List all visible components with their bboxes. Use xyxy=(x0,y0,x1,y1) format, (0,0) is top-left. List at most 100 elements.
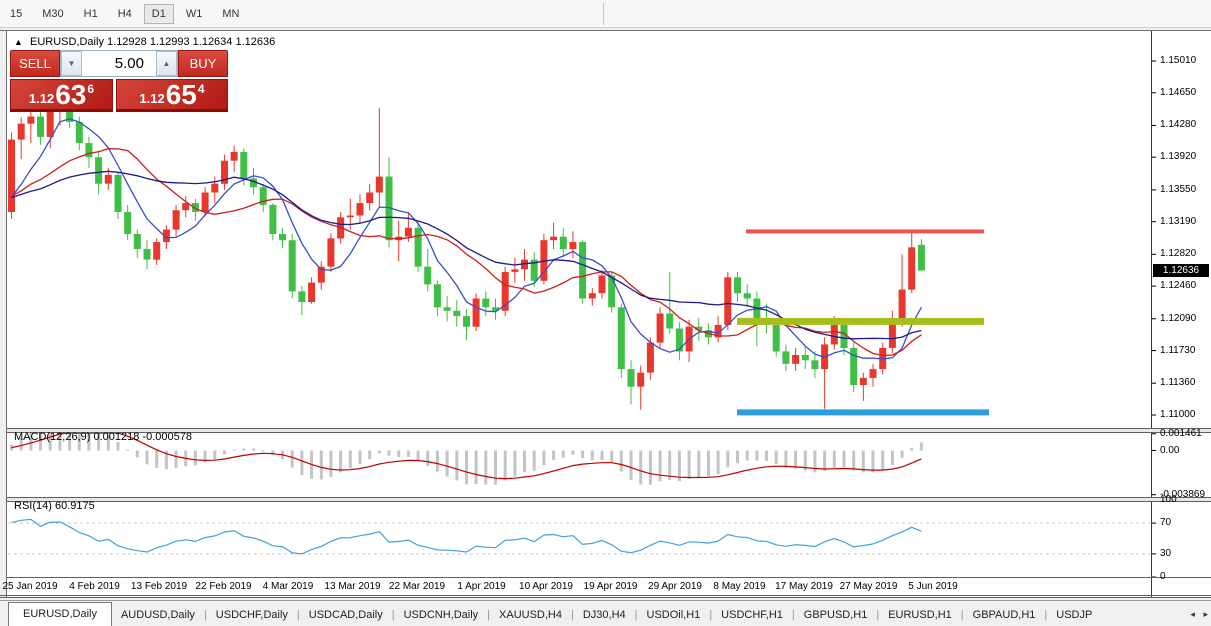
macd-histogram-bar xyxy=(271,450,275,455)
macd-histogram-bar xyxy=(697,450,701,478)
candle-up xyxy=(404,227,412,237)
date-axis-label: 29 Apr 2019 xyxy=(648,581,702,592)
macd-histogram-bar xyxy=(900,450,904,458)
chart-tab-usdoil-h1[interactable]: USDOil,H1 xyxy=(646,609,701,621)
macd-histogram-bar xyxy=(339,450,343,473)
candle-up xyxy=(153,242,161,260)
candle-up xyxy=(230,151,238,161)
buy-button[interactable]: BUY xyxy=(178,50,228,77)
macd-histogram-bar xyxy=(223,450,226,455)
volume-input[interactable]: 5.00 xyxy=(114,55,144,72)
tab-scroll-left-icon[interactable]: ◂ xyxy=(1190,609,1195,619)
chart-tab-audusd-daily[interactable]: AUDUSD,Daily xyxy=(120,609,195,621)
macd-axis-label: 0.001461 xyxy=(1160,427,1202,439)
window-bottom-border xyxy=(0,595,1211,598)
chart-tab-eurusd-h1[interactable]: EURUSD,H1 xyxy=(888,609,952,621)
tab-divider: | xyxy=(960,609,964,621)
candle-down xyxy=(453,310,461,317)
date-axis-label: 22 Mar 2019 xyxy=(388,581,446,592)
chart-tab-usdchf-daily[interactable]: USDCHF,Daily xyxy=(215,609,288,621)
price-axis-line xyxy=(1151,31,1152,597)
candle-up xyxy=(869,369,877,378)
date-axis-label: 27 May 2019 xyxy=(839,581,898,592)
macd-histogram-bar xyxy=(387,450,391,456)
timeframe-button-h4[interactable]: H4 xyxy=(117,7,132,20)
chart-tab-eurusd-daily[interactable]: EURUSD,Daily xyxy=(8,602,112,626)
tab-divider: | xyxy=(391,609,395,621)
moving-average-line xyxy=(11,170,922,340)
macd-histogram-bar xyxy=(687,450,691,479)
candle-up xyxy=(569,242,577,250)
macd-histogram-bar xyxy=(736,450,739,464)
chart-tab-usdchf-h1[interactable]: USDCHF,H1 xyxy=(721,609,783,621)
candle-down xyxy=(75,121,83,144)
chart-tab-usdjp[interactable]: USDJP xyxy=(1056,609,1093,621)
macd-histogram-bar xyxy=(368,450,372,459)
date-axis-label: 13 Mar 2019 xyxy=(324,581,381,592)
moving-average-line xyxy=(10,118,922,360)
date-axis-label: 25 Jan 2019 xyxy=(2,581,58,592)
candle-down xyxy=(492,307,499,311)
candle-down xyxy=(772,325,780,352)
macd-histogram-bar xyxy=(348,450,352,469)
candle-down xyxy=(385,176,393,241)
horizontal-level-line xyxy=(737,317,984,325)
timeframe-button-d1[interactable]: D1 xyxy=(143,3,174,24)
sell-button[interactable]: SELL xyxy=(10,50,60,77)
horizontal-level-line xyxy=(737,409,989,416)
candle-up xyxy=(501,272,509,311)
volume-increase-button[interactable]: ▲ xyxy=(156,51,177,76)
candle-up xyxy=(550,236,558,241)
macd-histogram-bar xyxy=(513,450,517,477)
buy-price-display[interactable]: 1.12 65 4 xyxy=(116,79,228,112)
candle-down xyxy=(414,227,422,267)
chart-tab-usdcad-daily[interactable]: USDCAD,Daily xyxy=(308,609,383,621)
timeframe-button-15[interactable]: 15 xyxy=(10,7,23,20)
candle-down xyxy=(279,234,286,241)
candle-up xyxy=(172,210,180,230)
buy-price-prefix: 1.12 xyxy=(139,91,165,106)
macd-axis-label: -0.003869 xyxy=(1160,488,1206,500)
macd-histogram-bar xyxy=(203,450,207,463)
macd-label: MACD(12,26,9) 0.001218 -0.000578 xyxy=(14,431,192,443)
chart-tab-xauusd-h4[interactable]: XAUUSD,H4 xyxy=(499,609,562,621)
macd-histogram-bar xyxy=(648,450,652,485)
collapse-triangle-icon[interactable]: ▲ xyxy=(14,37,23,47)
candle-down xyxy=(95,157,103,184)
timeframe-button-m30[interactable]: M30 xyxy=(42,7,64,20)
chart-tab-usdcnh-daily[interactable]: USDCNH,Daily xyxy=(403,609,479,621)
candle-down xyxy=(66,106,74,122)
one-click-trade-panel: SELL ▼ 5.00 ▲ BUY 1.12 63 6 1.12 65 4 xyxy=(10,50,228,112)
date-axis-label: 4 Feb 2019 xyxy=(69,581,120,592)
timeframe-button-mn[interactable]: MN xyxy=(222,7,240,20)
main-macd-splitter[interactable] xyxy=(7,428,1211,433)
rsi-axis-label: 100 xyxy=(1160,494,1177,505)
macd-histogram-bar xyxy=(600,450,604,460)
candle-up xyxy=(308,282,316,302)
chart-tab-gbpaud-h1[interactable]: GBPAUD,H1 xyxy=(972,609,1036,621)
date-axis-label: 22 Feb 2019 xyxy=(195,581,252,592)
macd-histogram-bar xyxy=(503,450,507,481)
buy-price-pipette: 4 xyxy=(197,82,205,96)
candle-up xyxy=(366,192,374,204)
current-price-tag: 1.12636 xyxy=(1153,264,1209,278)
macd-histogram-bar xyxy=(77,433,81,451)
candle-up xyxy=(830,325,838,345)
chart-tab-gbpusd-h1[interactable]: GBPUSD,H1 xyxy=(803,609,868,621)
candle-down xyxy=(666,313,674,329)
tab-scroll-right-icon[interactable]: ▸ xyxy=(1203,609,1208,619)
timeframe-button-h1[interactable]: H1 xyxy=(83,7,98,20)
price-axis-label: 1.13920 xyxy=(1160,151,1197,163)
macd-histogram-bar xyxy=(445,450,449,477)
price-axis-label: 1.13550 xyxy=(1160,183,1197,195)
timeframe-button-w1[interactable]: W1 xyxy=(185,7,203,20)
price-axis-label: 1.12090 xyxy=(1160,312,1197,324)
chart-tab-dj30-h4[interactable]: DJ30,H4 xyxy=(582,609,626,621)
sell-price-display[interactable]: 1.12 63 6 xyxy=(10,79,113,112)
macd-histogram-bar xyxy=(319,450,323,480)
price-axis-label: 1.11360 xyxy=(1160,377,1196,389)
tab-divider: | xyxy=(634,609,638,621)
volume-decrease-button[interactable]: ▼ xyxy=(61,51,82,76)
macd-rsi-splitter[interactable] xyxy=(7,497,1211,502)
